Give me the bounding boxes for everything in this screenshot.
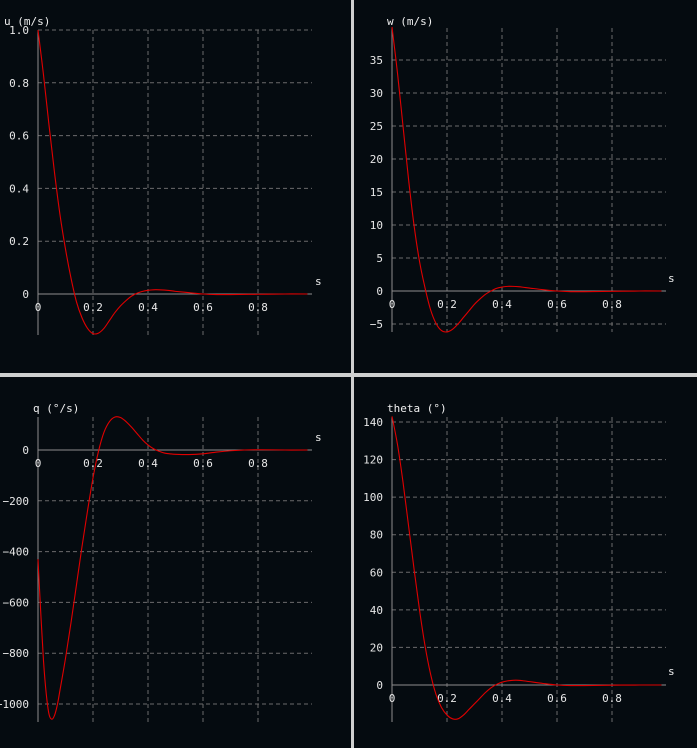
series-line	[37, 416, 308, 720]
y-tick-label: 0.2	[9, 235, 29, 248]
theta-plot-svg: 0 20 40 60 80 100 120 140 0 0.2 0.4 0.6 0.8 theta (°)…	[363, 402, 675, 722]
q-plot-panel: −1000 −800 −600 −400 −200 00 0.2 0.4 0.6 0.8 q (°/…	[0, 377, 351, 748]
series-line	[391, 26, 662, 333]
y-tick-label: 0.6	[9, 130, 29, 143]
y-tick-label: 60	[370, 566, 383, 579]
x-tick-label: 0.2	[83, 457, 103, 470]
y-tick-label: 5	[376, 252, 383, 265]
y-axis-label: q (°/s)	[33, 402, 79, 415]
x-tick-label: 0.6	[193, 457, 213, 470]
x-tick-label: 0.2	[437, 298, 457, 311]
y-tick-label: 0	[376, 679, 383, 692]
y-tick-label: 30	[370, 87, 383, 100]
y-axis-label: w (m/s)	[387, 15, 433, 28]
u-plot-panel: 0 0.2 0.4 0.6 0.8 1.0 0 0.2 0.4 0.6 0.8 u (m/s) s	[0, 0, 351, 373]
w-plot-svg: −5 0 5 10 15 20 25 30 35 0 0.2 0.4 0.6 0.8 w (m/s) s	[370, 15, 675, 333]
w-plot-panel: −5 0 5 10 15 20 25 30 35 0 0.2 0.4 0.6 0.8 w (m/s) s	[354, 0, 697, 373]
x-axis-label: s	[668, 665, 675, 678]
y-tick-label: −5	[370, 318, 383, 331]
x-axis-label: s	[315, 431, 322, 444]
x-tick-label: 0.2	[437, 692, 457, 705]
y-tick-label: −400	[3, 546, 30, 559]
x-tick-label: 0	[389, 692, 396, 705]
x-tick-label: 0.4	[492, 298, 512, 311]
x-tick-label: 0.4	[138, 457, 158, 470]
x-tick-label: 0.2	[83, 301, 103, 314]
y-axis-label: theta (°)	[387, 402, 447, 415]
y-tick-label: 0	[22, 444, 29, 457]
x-tick-label: 0	[35, 301, 42, 314]
y-tick-label: −600	[3, 596, 30, 609]
y-tick-label: 1.0	[9, 24, 29, 37]
y-tick-label: 140	[363, 416, 383, 429]
y-tick-label: 120	[363, 454, 383, 467]
y-tick-label: 10	[370, 219, 383, 232]
theta-plot-panel: 0 20 40 60 80 100 120 140 0 0.2 0.4 0.6 0.8 theta (°)…	[354, 377, 697, 748]
series-line	[391, 416, 662, 720]
y-tick-label: 0	[376, 285, 383, 298]
x-axis-label: s	[668, 272, 675, 285]
y-tick-label: 25	[370, 120, 383, 133]
x-tick-label: 0.6	[547, 298, 567, 311]
y-tick-label: 20	[370, 153, 383, 166]
y-tick-label: 80	[370, 529, 383, 542]
y-tick-label: 0.4	[9, 182, 29, 195]
x-tick-label: 0.8	[248, 301, 268, 314]
x-tick-label: 0.6	[193, 301, 213, 314]
x-tick-label: 0.8	[602, 298, 622, 311]
series-line	[37, 29, 308, 335]
x-tick-label: 0	[389, 298, 396, 311]
x-tick-label: 0.6	[547, 692, 567, 705]
x-tick-label: 0.4	[138, 301, 158, 314]
y-tick-label: 100	[363, 491, 383, 504]
y-tick-label: 20	[370, 641, 383, 654]
y-tick-label: −200	[3, 495, 30, 508]
q-plot-svg: −1000 −800 −600 −400 −200 00 0.2 0.4 0.6 0.8 q (°/…	[0, 402, 322, 722]
u-plot-svg: 0 0.2 0.4 0.6 0.8 1.0 0 0.2 0.4 0.6 0.8 u (m/s) s	[4, 15, 322, 335]
x-tick-label: 0.8	[248, 457, 268, 470]
x-tick-label: 0.4	[492, 692, 512, 705]
x-axis-label: s	[315, 275, 322, 288]
y-axis-label: u (m/s)	[4, 15, 50, 28]
y-tick-label: 15	[370, 186, 383, 199]
x-tick-label: 0.8	[602, 692, 622, 705]
y-tick-label: −1000	[0, 698, 29, 711]
y-tick-label: 40	[370, 604, 383, 617]
y-tick-label: 0	[22, 288, 29, 301]
y-tick-label: 35	[370, 54, 383, 67]
y-tick-label: 0.8	[9, 77, 29, 90]
x-tick-label: 0	[35, 457, 42, 470]
y-tick-label: −800	[3, 647, 30, 660]
